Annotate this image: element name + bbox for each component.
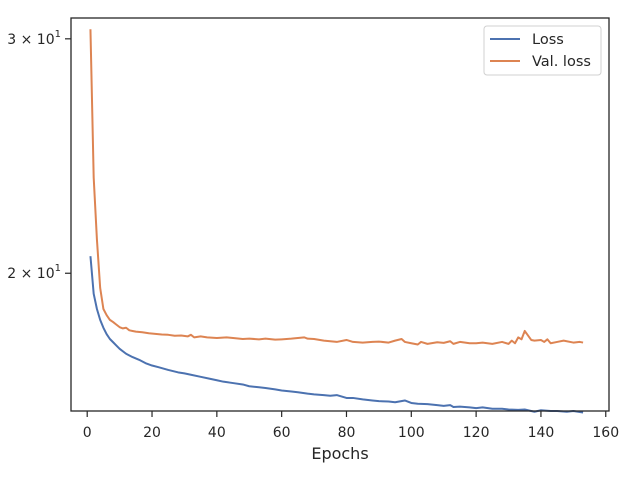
plot-area (71, 18, 609, 411)
y-tick-label: 2 × 101 (7, 263, 61, 282)
x-tick-label: 160 (592, 425, 619, 441)
x-tick-label: 80 (338, 425, 356, 441)
legend-val-loss-label: Val. loss (532, 54, 591, 70)
val-loss-series-line (89, 29, 584, 346)
x-tick-label: 20 (143, 425, 161, 441)
x-tick-label: 40 (208, 425, 226, 441)
y-tick-label: 3 × 101 (7, 29, 61, 48)
legend: Loss Val. loss (483, 25, 602, 76)
axes-layer: 0 20 40 60 80 100 120 140 160 2 × 101 3 × 101 (7, 17, 619, 441)
loss-series-line (89, 256, 584, 414)
x-axis-label: Epochs (311, 444, 368, 463)
legend-loss-label: Loss (532, 32, 564, 48)
x-tick-label: 60 (273, 425, 291, 441)
plot-background (71, 18, 609, 411)
plot-frame (70, 17, 610, 412)
x-tick-label: 100 (398, 425, 425, 441)
series-layer (89, 29, 584, 414)
x-tick-label: 140 (528, 425, 555, 441)
x-tick-label: 0 (83, 425, 92, 441)
x-tick-label: 120 (463, 425, 490, 441)
